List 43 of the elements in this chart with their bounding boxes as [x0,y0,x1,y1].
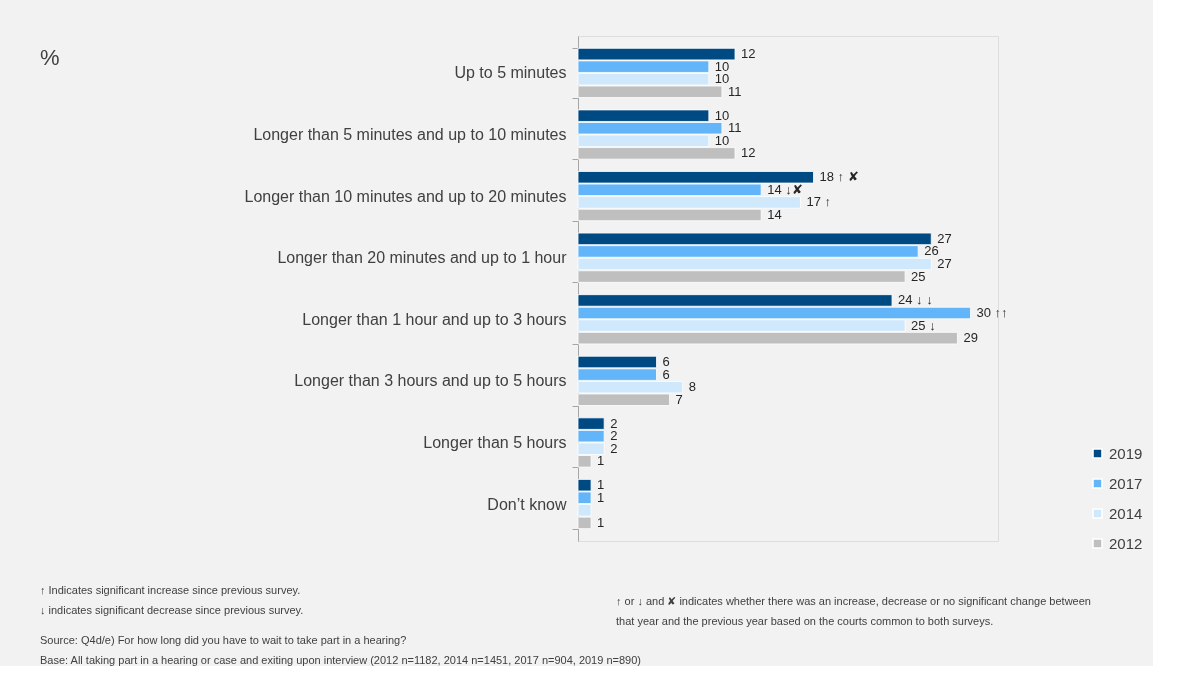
data-label: 12 [741,145,756,161]
data-label: 14 [767,206,782,222]
data-label: 26 [924,243,939,259]
data-label: 1 [597,514,605,530]
data-label: 17 ↑ [806,194,832,210]
legend-label: 2019 [1109,444,1143,462]
data-label: 11 [727,120,742,136]
legend-label: 2017 [1109,474,1143,492]
data-label: 2 [610,415,618,431]
text: ↑ Indicates significant increase since previous survey. [40,584,301,596]
data-label: 7 [675,391,683,407]
data-label: 11 [727,83,742,99]
data-label: 25 ↓ [911,317,936,333]
y-tick-label: Longer than 5 hours [423,433,567,451]
y-tick-label: Up to 5 minutes [454,64,567,82]
text: % [40,45,60,70]
y-tick-label: Don’t know [487,495,567,513]
data-label: 18 ↑ ✘ [819,169,859,185]
data-label: 29 [963,330,978,346]
data-label: 30 ↑↑ [976,305,1008,321]
data-label: 25 [911,268,926,284]
data-label: 27 [937,230,952,246]
data-label: 8 [688,379,696,395]
source-note: Source: Q4d/e) For how long did you have to wait to take part in a hearing? [40,634,407,646]
legend-label: 2014 [1109,504,1143,522]
y-tick-label: Longer than 1 hour and up to 3 hours [302,310,567,328]
data-label: 10 [714,107,730,123]
data-label: 14 ↓✘ [767,181,803,197]
text: ↓ indicates significant decrease since previous survey. [40,604,304,616]
data-label: 1 [597,453,605,469]
y-tick-label: Longer than 5 minutes and up to 10 minutes [253,126,567,144]
data-label: 10 [714,132,730,148]
text: Base: All taking part in a hearing or case and exiting upon interview (2012 n=1182, 2014 n=1451, 2017 n=904, 2019 n=890) [40,654,641,666]
text: ↑ or ↓ and ✘ indicates whether there was an increase, decrease or no significant change between that year and the previous year based on the courts common to both surveys. [616,595,1091,627]
data-label: 10 [714,58,730,74]
data-label: 24 ↓ ↓ [898,292,933,308]
data-label: 27 [937,255,952,271]
legend-label: 2012 [1109,534,1143,552]
data-label: 12 [741,46,756,62]
y-tick-label: Longer than 3 hours and up to 5 hours [294,372,567,390]
data-label: 10 [714,71,730,87]
y-tick-label: Longer than 20 minutes and up to 1 hour [277,249,568,267]
y-tick-label: Longer than 10 minutes and up to 20 minutes [244,187,567,205]
